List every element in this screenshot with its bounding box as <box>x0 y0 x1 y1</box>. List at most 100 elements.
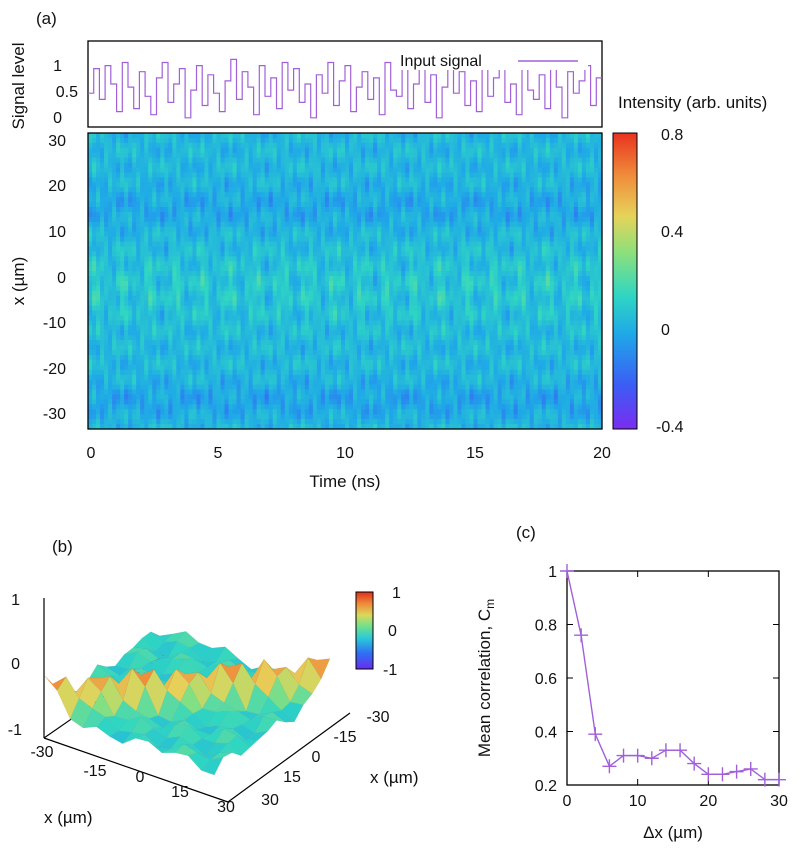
heatmap-cell <box>493 207 499 213</box>
heatmap-cell <box>228 315 234 322</box>
heatmap-cell <box>389 172 394 178</box>
heatmap-cell <box>120 152 125 159</box>
heatmap-cell <box>104 177 109 183</box>
heatmap-cell <box>300 216 306 223</box>
heatmap-cell <box>581 241 587 248</box>
heatmap-cell <box>92 226 97 233</box>
heatmap-cell <box>324 285 330 292</box>
heatmap-cell <box>132 182 137 188</box>
heatmap-cell <box>132 236 137 243</box>
heatmap-cell <box>100 207 105 213</box>
heatmap-cell <box>489 281 495 287</box>
heatmap-cell <box>156 310 161 317</box>
heatmap-cell <box>517 300 523 307</box>
heatmap-cell <box>304 157 310 164</box>
heatmap-cell <box>228 162 234 169</box>
heatmap-cell <box>425 251 430 257</box>
heatmap-cell <box>545 271 551 277</box>
heatmap-cell <box>373 197 378 203</box>
heatmap-cell <box>509 167 515 174</box>
heatmap-cell <box>449 187 455 193</box>
heatmap-cell <box>457 226 463 233</box>
heatmap-cell <box>589 182 595 188</box>
heatmap-cell <box>517 226 523 233</box>
heatmap-cell <box>505 300 511 307</box>
heatmap-cell <box>188 246 194 252</box>
heatmap-cell <box>112 231 117 238</box>
heatmap-cell <box>485 211 491 218</box>
heatmap-cell <box>521 157 527 164</box>
heatmap-cell <box>509 251 515 257</box>
heatmap-cell <box>485 207 491 213</box>
heatmap-cell <box>473 152 479 159</box>
heatmap-cell <box>377 207 382 213</box>
heatmap-cell <box>240 152 246 159</box>
heatmap-cell <box>272 256 278 262</box>
heatmap-cell <box>521 152 527 159</box>
heatmap-cell <box>212 197 218 203</box>
heatmap-cell <box>585 147 591 154</box>
heatmap-cell <box>300 133 306 139</box>
heatmap-cell <box>457 162 463 169</box>
heatmap-cell <box>96 226 101 233</box>
heatmap-cell <box>148 142 153 149</box>
heatmap-cell <box>589 236 595 243</box>
heatmap-cell <box>581 202 587 208</box>
heatmap-cell <box>577 192 583 198</box>
heatmap-cell <box>481 172 487 178</box>
heatmap-cell <box>573 285 579 292</box>
heatmap-cell <box>108 271 113 277</box>
heatmap-cell <box>104 290 109 297</box>
heatmap-cell <box>224 285 230 292</box>
heatmap-cell <box>184 167 189 174</box>
heatmap-cell <box>160 285 165 292</box>
heatmap-cell <box>417 266 422 272</box>
heatmap-cell <box>573 256 579 262</box>
heatmap-cell <box>252 300 258 307</box>
heatmap-cell <box>345 177 350 183</box>
heatmap-cell <box>280 157 286 164</box>
heatmap-cell <box>481 211 487 218</box>
heatmap-cell <box>581 271 587 277</box>
heatmap-cell <box>505 157 511 164</box>
heatmap-cell <box>477 162 483 169</box>
heatmap-cell <box>553 202 559 208</box>
heatmap-cell <box>361 315 366 322</box>
heatmap-cell <box>104 305 109 312</box>
heatmap-cell <box>212 142 218 149</box>
heatmap-cell <box>316 177 322 183</box>
heatmap-cell <box>469 211 475 218</box>
heatmap-cell <box>505 216 511 223</box>
heatmap-cell <box>280 187 286 193</box>
heatmap-cell <box>224 266 230 272</box>
heatmap-cell <box>497 261 503 267</box>
heatmap-cell <box>116 241 121 248</box>
heatmap-cell <box>128 221 133 228</box>
heatmap-cell <box>156 211 161 218</box>
heatmap-cell <box>280 162 286 169</box>
heatmap-cell <box>236 285 242 292</box>
heatmap-cell <box>128 182 133 188</box>
heatmap-cell <box>260 305 266 312</box>
heatmap-cell <box>212 246 218 252</box>
heatmap-cell <box>188 276 194 282</box>
heatmap-cell <box>353 256 358 262</box>
heatmap-cell <box>405 162 410 169</box>
heatmap-cell <box>144 211 149 218</box>
heatmap-cell <box>369 241 374 248</box>
heatmap-cell <box>172 295 177 302</box>
heatmap-cell <box>172 147 177 154</box>
heatmap-cell <box>284 295 290 302</box>
heatmap-cell <box>224 167 230 174</box>
heatmap-cell <box>505 147 511 154</box>
heatmap-cell <box>144 152 149 159</box>
heatmap-cell <box>481 285 487 292</box>
heatmap-cell <box>545 167 551 174</box>
heatmap-cell <box>276 167 282 174</box>
heatmap-cell <box>381 147 386 154</box>
heatmap-cell <box>308 261 314 267</box>
heatmap-cell <box>445 241 451 248</box>
heatmap-cell <box>272 187 278 193</box>
heatmap-cell <box>541 133 547 139</box>
heatmap-cell <box>349 226 354 233</box>
